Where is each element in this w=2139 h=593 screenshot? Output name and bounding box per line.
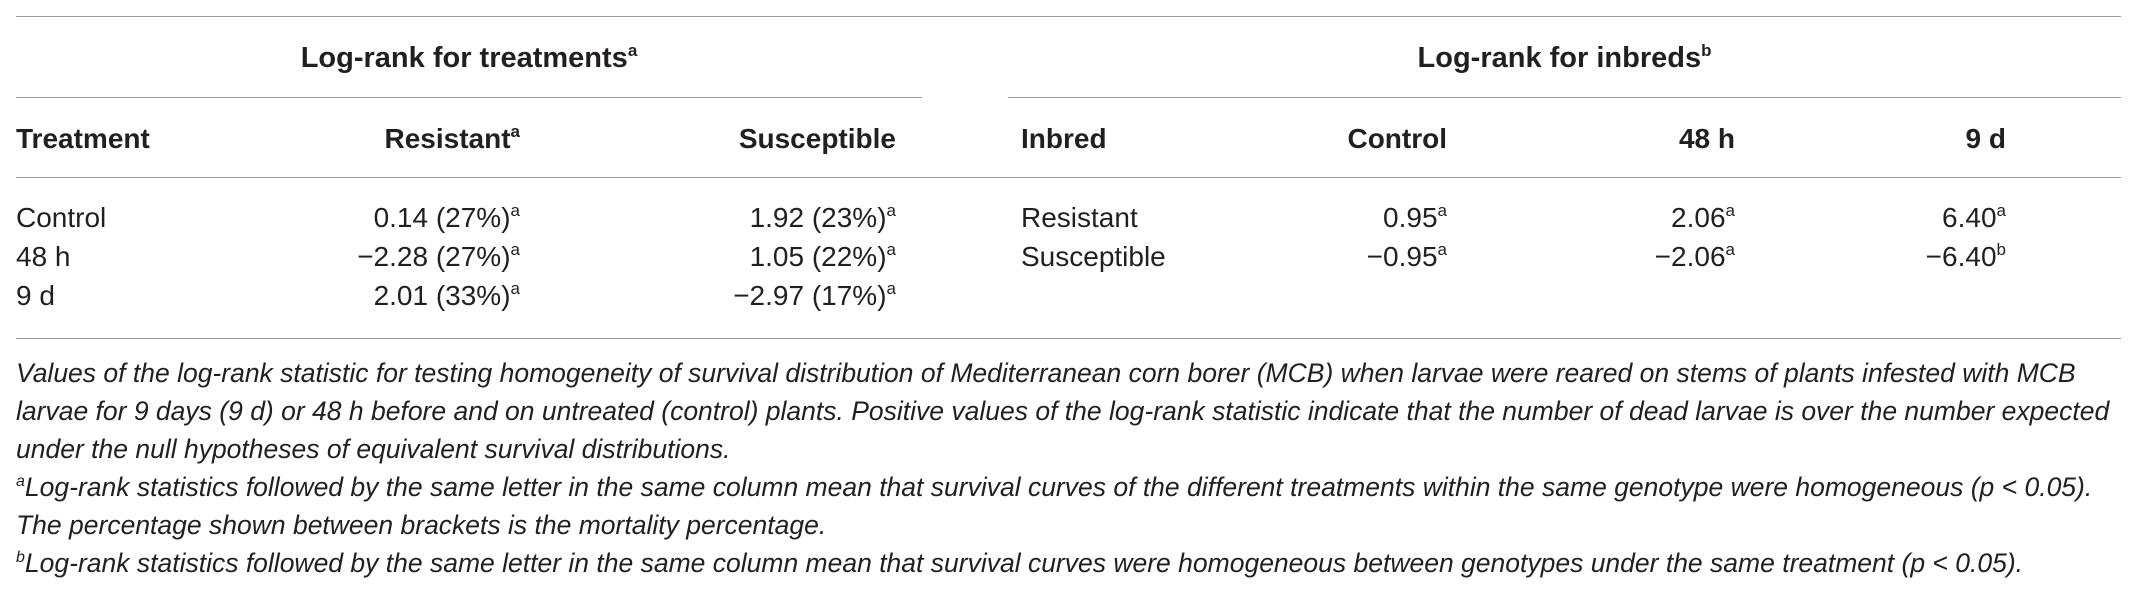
left-group-header: Log-rank for treatmentsa <box>16 41 922 75</box>
col-header-control: Control <box>1347 123 1447 154</box>
row-label: 9 d <box>16 280 55 311</box>
col-header-inbred: Inbred <box>1021 123 1107 154</box>
right-group-header: Log-rank for inbredsb <box>1008 41 2121 75</box>
susceptible-value: 1.92 (23%)a <box>749 201 896 233</box>
footnote-b: bLog-rank statistics followed by the sam… <box>16 544 2121 582</box>
col-header-resistant: Resistanta <box>384 122 520 154</box>
footnote-a-mark: a <box>16 473 25 490</box>
d9-value: 6.40a <box>1942 201 2006 233</box>
h48-value: 2.06a <box>1671 201 1735 233</box>
row-label: Susceptible <box>1021 241 1166 272</box>
left-group-sup: a <box>627 41 638 60</box>
header-bottom-rule <box>16 177 2121 178</box>
right-group-sup: b <box>1701 41 1712 60</box>
col-header-susceptible: Susceptible <box>738 123 896 154</box>
right-group-title: Log-rank for inbreds <box>1417 42 1702 74</box>
susceptible-value: −2.97 (17%)a <box>733 279 896 311</box>
row-label: Control <box>16 202 107 233</box>
footnote-a-text: Log-rank statistics followed by the same… <box>16 472 2093 540</box>
footnote-b-mark: b <box>16 549 25 566</box>
control-value: 0.95a <box>1383 201 1447 233</box>
d9-value: −6.40b <box>1925 240 2006 272</box>
footnote-main: Values of the log-rank statistic for tes… <box>16 358 2110 464</box>
resistant-value: 0.14 (27%)a <box>373 201 520 233</box>
footnote-b-text: Log-rank statistics followed by the same… <box>24 548 2024 578</box>
susceptible-value: 1.05 (22%)a <box>749 240 896 272</box>
col-header-treatment: Treatment <box>16 123 150 154</box>
resistant-value: −2.28 (27%)a <box>357 240 520 272</box>
row-label: 48 h <box>16 241 71 272</box>
control-value: −0.95a <box>1366 240 1447 272</box>
col-header-48h: 48 h <box>1678 123 1735 154</box>
h48-value: −2.06a <box>1654 240 1735 272</box>
row-label: Resistant <box>1021 202 1138 233</box>
right-group-rule <box>1008 97 2121 98</box>
resistant-value: 2.01 (33%)a <box>373 279 520 311</box>
table-top-rule <box>16 16 2121 17</box>
table-bottom-rule <box>16 338 2121 339</box>
left-group-title: Log-rank for treatments <box>300 42 628 74</box>
left-group-rule <box>16 97 922 98</box>
footnote-a: aLog-rank statistics followed by the sam… <box>16 468 2121 544</box>
col-header-9d: 9 d <box>1965 123 2006 154</box>
